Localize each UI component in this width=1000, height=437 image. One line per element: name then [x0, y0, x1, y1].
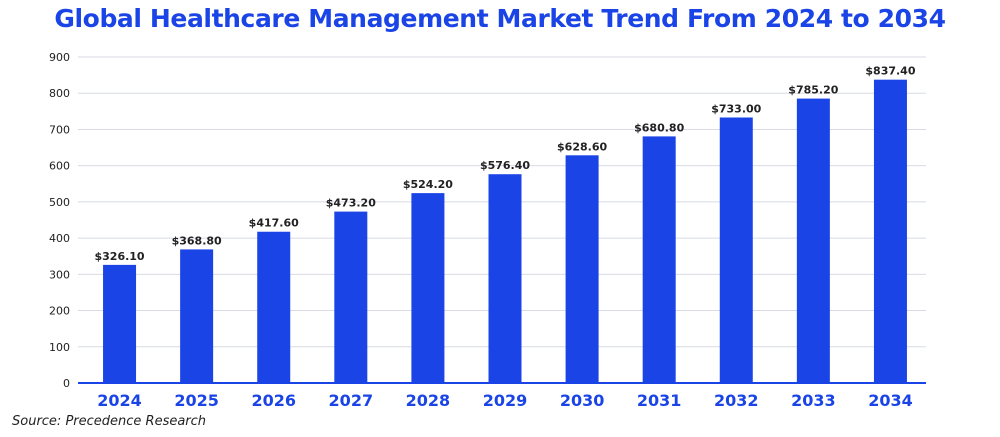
data-label-2034: $837.40 [865, 65, 915, 78]
data-label-2025: $368.80 [172, 234, 222, 247]
data-label-2033: $785.20 [788, 84, 838, 97]
x-tick-label-2028: 2028 [406, 391, 451, 410]
y-tick-label: 500 [49, 196, 70, 209]
data-label-2030: $628.60 [557, 140, 607, 153]
x-tick-label-2033: 2033 [791, 391, 836, 410]
x-tick-label-2025: 2025 [174, 391, 219, 410]
bar-2030 [565, 155, 599, 383]
data-label-2027: $473.20 [326, 197, 376, 210]
bar-2031 [642, 136, 676, 383]
y-tick-label: 300 [49, 268, 70, 281]
y-tick-label: 900 [49, 51, 70, 64]
y-tick-label: 700 [49, 123, 70, 136]
y-tick-label: 600 [49, 160, 70, 173]
y-tick-label: 100 [49, 341, 70, 354]
bar-2033 [796, 98, 830, 383]
x-tick-label-2026: 2026 [251, 391, 296, 410]
data-label-2024: $326.10 [94, 250, 144, 263]
data-label-2032: $733.00 [711, 102, 761, 115]
x-tick-label-2029: 2029 [483, 391, 528, 410]
x-tick-label-2034: 2034 [868, 391, 913, 410]
x-axis-categories: 2024 2025 2026 2027 2028 2029 2030 2031 2032 2033… [97, 391, 912, 410]
bar-2028 [411, 193, 445, 383]
bar-2024 [103, 264, 137, 383]
data-labels: $326.10 $368.80 $417.60 $473.20 $524.20 $576.… [94, 65, 915, 263]
bar-2029 [488, 174, 522, 383]
x-tick-label-2030: 2030 [560, 391, 605, 410]
bar-2027 [334, 211, 368, 383]
y-tick-label: 400 [49, 232, 70, 245]
x-tick-label-2024: 2024 [97, 391, 142, 410]
y-tick-label: 200 [49, 305, 70, 318]
x-tick-label-2027: 2027 [329, 391, 374, 410]
data-label-2026: $417.60 [249, 217, 299, 230]
source-note: Source: Precedence Research [12, 414, 207, 429]
y-tick-label: 800 [49, 87, 70, 100]
data-label-2029: $576.40 [480, 159, 530, 172]
chart-title: Global Healthcare Management Market Tren… [54, 4, 946, 33]
data-label-2028: $524.20 [403, 178, 453, 191]
bar-2026 [257, 231, 291, 383]
bar-2032 [719, 117, 753, 383]
data-label-2031: $680.80 [634, 121, 684, 134]
x-tick-label-2032: 2032 [714, 391, 759, 410]
bar-2034 [873, 79, 907, 383]
y-axis-ticks: 0 100 200 300 400 500 600 700 800 900 [49, 51, 70, 390]
bars [103, 79, 907, 383]
y-tick-label: 0 [63, 377, 70, 390]
x-tick-label-2031: 2031 [637, 391, 682, 410]
bar-2025 [180, 249, 214, 383]
